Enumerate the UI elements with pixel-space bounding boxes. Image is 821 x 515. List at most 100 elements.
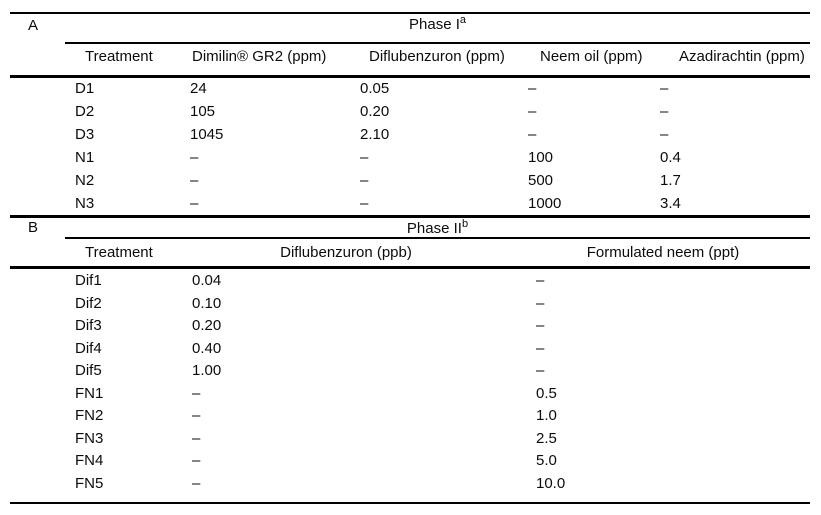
- phase1-underline-rule: [65, 42, 810, 44]
- cell-treatment: Dif3: [75, 317, 102, 334]
- cell-diflubenzuron: 0.20: [192, 317, 222, 334]
- column-header-diflubenzuron-ppb: Diflubenzuron (ppb): [280, 244, 412, 261]
- table-row: D1 24 0.05 – –: [0, 81, 821, 104]
- cell-diflubenzuron: –: [360, 172, 369, 189]
- cell-formulated-neem: 1.0: [536, 407, 557, 424]
- cell-treatment: FN5: [75, 474, 104, 492]
- cell-diflubenzuron: 0.04: [192, 272, 222, 289]
- cell-azadirachtin: 3.4: [660, 195, 681, 212]
- table-row: FN2 – 1.0: [0, 408, 821, 431]
- table-row: Dif4 0.40 –: [0, 339, 821, 364]
- cell-treatment: D2: [75, 103, 95, 120]
- cell-dimilin: –: [190, 172, 199, 189]
- cell-treatment: N3: [75, 195, 95, 212]
- cell-neem-oil: –: [528, 126, 537, 143]
- section-b-header-rule: [10, 266, 810, 269]
- cell-neem-oil: –: [528, 80, 537, 97]
- phase2-underline-rule: [65, 237, 810, 239]
- table-row: FN3 – 2.5: [0, 429, 821, 454]
- column-header-treatment: Treatment: [85, 48, 153, 65]
- section-a-header-rule: [10, 75, 810, 78]
- cell-diflubenzuron: –: [192, 407, 201, 424]
- cell-diflubenzuron: 2.10: [360, 126, 390, 143]
- cell-diflubenzuron: –: [192, 452, 201, 469]
- cell-treatment: FN1: [75, 384, 104, 402]
- cell-treatment: Dif5: [75, 362, 102, 379]
- cell-diflubenzuron: –: [192, 429, 201, 447]
- cell-neem-oil: 1000: [528, 195, 562, 212]
- cell-treatment: FN4: [75, 452, 104, 469]
- section-a-body: D1 24 0.05 – – D2 105 0.20 – – D3 1045 2…: [0, 81, 821, 219]
- cell-neem-oil: –: [528, 103, 537, 120]
- cell-dimilin: –: [190, 149, 199, 166]
- table-row: N2 – – 500 1.7: [0, 173, 821, 196]
- cell-diflubenzuron: 0.40: [192, 339, 222, 357]
- phase2-footnote-marker: b: [461, 218, 469, 230]
- cell-diflubenzuron: –: [192, 474, 201, 492]
- cell-formulated-neem: 10.0: [536, 474, 566, 492]
- column-header-dimilin: Dimilin® GR2 (ppm): [192, 48, 327, 65]
- table-row: N1 – – 100 0.4: [0, 150, 821, 173]
- cell-diflubenzuron: –: [192, 384, 201, 402]
- cell-treatment: Dif2: [75, 294, 102, 312]
- cell-formulated-neem: –: [536, 294, 545, 312]
- cell-azadirachtin: –: [660, 103, 669, 120]
- cell-formulated-neem: –: [536, 272, 545, 289]
- phase1-footnote-marker: a: [459, 14, 466, 26]
- table-row: N3 – – 1000 3.4: [0, 196, 821, 219]
- section-b-top-rule: [10, 215, 810, 218]
- column-header-neem-oil: Neem oil (ppm): [540, 48, 643, 65]
- cell-diflubenzuron: 0.05: [360, 80, 390, 97]
- section-b-body: Dif1 0.04 – Dif2 0.10 – Dif3 0.20 – Dif4…: [0, 273, 821, 498]
- cell-diflubenzuron: 0.20: [360, 103, 390, 120]
- cell-azadirachtin: –: [660, 126, 669, 143]
- column-header-azadirachtin: Azadirachtin (ppm): [679, 48, 805, 65]
- table-row: FN1 – 0.5: [0, 384, 821, 409]
- section-a-header-row: Treatment Dimilin® GR2 (ppm) Diflubenzur…: [0, 49, 821, 67]
- cell-neem-oil: 100: [528, 149, 554, 166]
- cell-treatment: FN3: [75, 429, 104, 447]
- cell-neem-oil: 500: [528, 172, 554, 189]
- table-row: FN4 – 5.0: [0, 453, 821, 476]
- cell-diflubenzuron: 0.10: [192, 294, 222, 312]
- cell-treatment: FN2: [75, 407, 104, 424]
- table-row: D3 1045 2.10 – –: [0, 127, 821, 150]
- bottom-rule: [10, 502, 810, 504]
- phase1-title-text: Phase I: [409, 16, 460, 33]
- cell-azadirachtin: –: [660, 80, 669, 97]
- phase2-title-text: Phase II: [406, 220, 462, 237]
- top-rule: [10, 12, 810, 14]
- cell-diflubenzuron: 1.00: [192, 362, 222, 379]
- cell-formulated-neem: 5.0: [536, 452, 557, 469]
- column-header-diflubenzuron-ppm: Diflubenzuron (ppm): [369, 48, 505, 65]
- cell-dimilin: –: [190, 195, 199, 212]
- column-header-formulated-neem: Formulated neem (ppt): [586, 244, 740, 261]
- cell-dimilin: 24: [190, 80, 207, 97]
- cell-treatment: D1: [75, 80, 95, 97]
- cell-formulated-neem: –: [536, 339, 545, 357]
- table-row: Dif5 1.00 –: [0, 363, 821, 386]
- cell-treatment: Dif4: [75, 339, 102, 357]
- cell-treatment: N1: [75, 149, 95, 166]
- section-b-header-row: Treatment Diflubenzuron (ppb) Formulated…: [0, 245, 821, 263]
- cell-formulated-neem: 2.5: [536, 429, 557, 447]
- section-a-phase-title: Phase Ia: [65, 14, 810, 33]
- section-b-label: B: [28, 219, 39, 236]
- cell-azadirachtin: 0.4: [660, 149, 681, 166]
- cell-dimilin: 1045: [190, 126, 224, 143]
- section-b-phase-title: Phase IIb: [65, 218, 810, 237]
- table-row: Dif1 0.04 –: [0, 273, 821, 296]
- cell-diflubenzuron: –: [360, 149, 369, 166]
- cell-treatment: N2: [75, 172, 95, 189]
- table-row: Dif3 0.20 –: [0, 318, 821, 341]
- cell-azadirachtin: 1.7: [660, 172, 681, 189]
- table-row: FN5 – 10.0: [0, 474, 821, 499]
- cell-treatment: Dif1: [75, 272, 102, 289]
- cell-formulated-neem: –: [536, 362, 545, 379]
- column-header-treatment: Treatment: [85, 244, 153, 261]
- table-row: Dif2 0.10 –: [0, 294, 821, 319]
- table-row: D2 105 0.20 – –: [0, 104, 821, 127]
- cell-dimilin: 105: [190, 103, 216, 120]
- cell-diflubenzuron: –: [360, 195, 369, 212]
